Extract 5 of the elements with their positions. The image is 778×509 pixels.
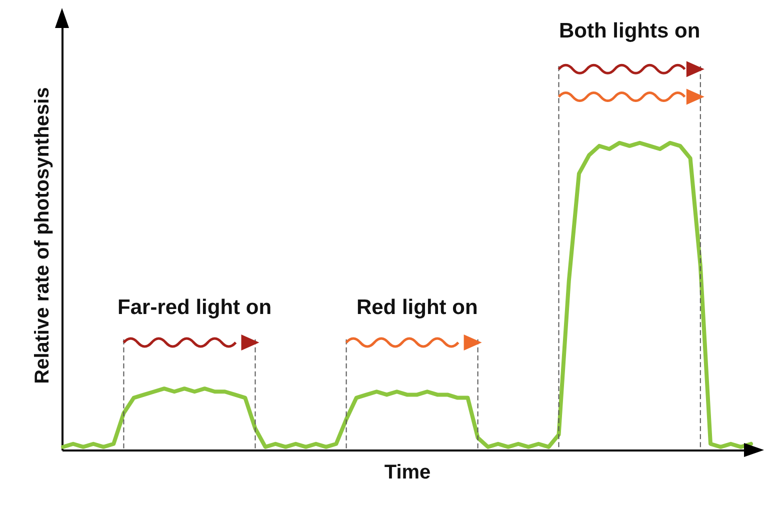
annotation: Far-red light on bbox=[118, 296, 272, 319]
y-axis-title: Relative rate of photosynthesis bbox=[32, 87, 54, 384]
annotation: Red light on bbox=[356, 296, 478, 319]
text: Both lights on bbox=[559, 20, 700, 42]
x-axis-title: Time bbox=[384, 462, 431, 484]
